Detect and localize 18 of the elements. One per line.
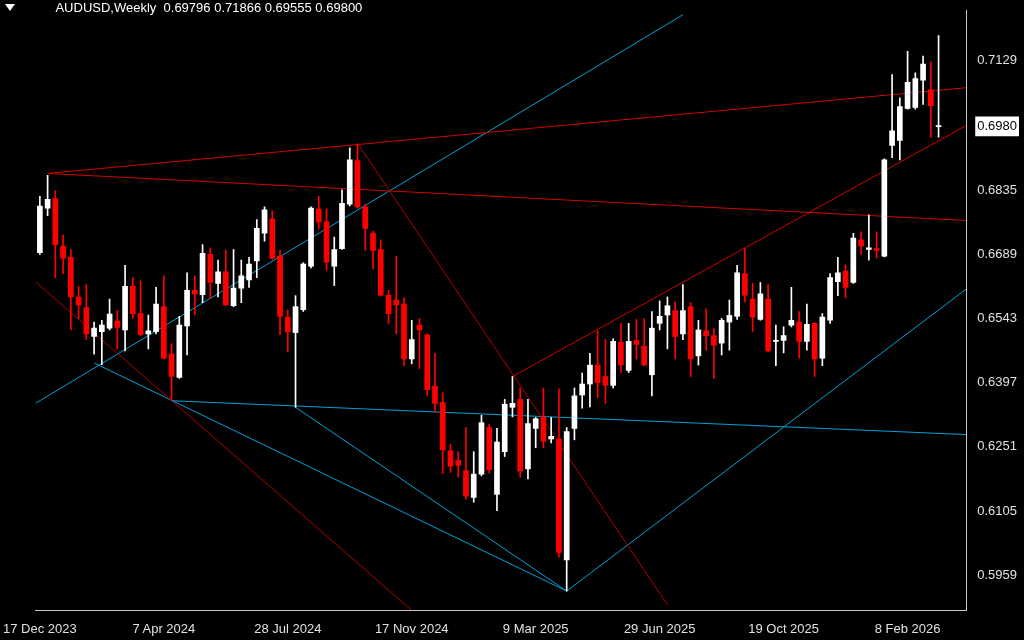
y-tick-label: 0.7129 [977,52,1017,68]
x-tick-label: 28 Jul 2024 [254,620,322,636]
y-tick-label: 0.6543 [977,310,1017,326]
y-tick-label: 0.6980 [977,117,1017,133]
x-tick-label: 19 Oct 2025 [748,620,820,636]
x-tick-label: 7 Apr 2024 [132,620,196,636]
x-tick-label: 17 Nov 2024 [374,620,449,636]
y-tick-label: 0.6105 [977,502,1017,518]
y-tick-label: 0.6835 [977,181,1017,197]
y-tick-label: 0.6251 [977,438,1017,454]
x-tick-label: 9 Mar 2025 [502,620,569,636]
y-tick-label: 0.6689 [977,245,1017,261]
x-tick-label: 8 Feb 2026 [874,620,941,636]
chart-title: AUDUSD,Weekly 0.69796 0.71866 0.69555 0.69800 [55,0,363,15]
y-tick-label: 0.6397 [977,374,1017,390]
x-tick-label: 29 Jun 2025 [623,620,696,636]
y-tick-label: 0.5959 [977,566,1017,582]
x-tick-label: 17 Dec 2023 [2,620,77,636]
